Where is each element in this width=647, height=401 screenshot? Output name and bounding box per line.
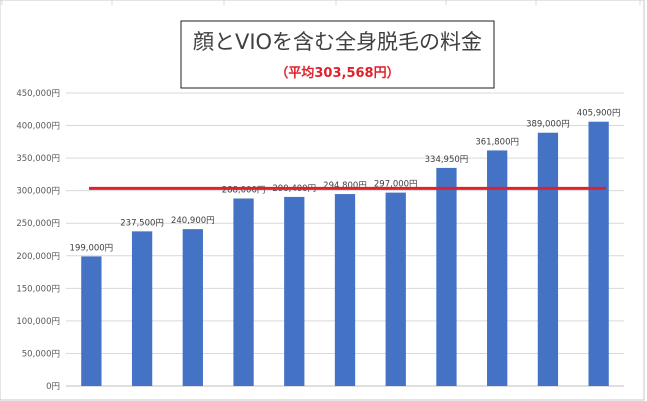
bar — [334, 194, 356, 386]
data-label: 405,900円 — [577, 109, 621, 119]
y-tick-label: 250,000円 — [16, 219, 60, 229]
data-label: 288,000円 — [222, 185, 266, 195]
bar — [131, 231, 153, 386]
bar — [284, 196, 305, 386]
y-tick-label: 0円 — [46, 382, 60, 392]
y-tick-label: 350,000円 — [16, 154, 60, 164]
y-tick-label: 300,000円 — [16, 187, 60, 197]
bar — [182, 229, 203, 386]
bar — [537, 132, 559, 386]
title-box — [180, 20, 495, 89]
bar — [81, 256, 102, 386]
bar — [233, 198, 254, 386]
y-tick-label: 450,000円 — [16, 89, 60, 99]
data-label: 294,800円 — [323, 181, 367, 191]
data-label: 361,800円 — [475, 137, 519, 147]
y-tick-label: 400,000円 — [16, 122, 60, 132]
data-label: 237,500円 — [120, 218, 164, 228]
bar — [487, 150, 508, 386]
y-tick-label: 150,000円 — [16, 284, 60, 294]
data-label: 297,000円 — [374, 180, 418, 190]
bar-series — [81, 121, 609, 387]
data-label: 240,900円 — [171, 216, 215, 226]
data-label: 389,000円 — [526, 120, 570, 130]
y-tick-label: 50,000円 — [22, 349, 60, 359]
bar — [385, 192, 406, 386]
data-label: 199,000円 — [70, 243, 114, 253]
bar — [588, 121, 609, 387]
y-tick-label: 100,000円 — [16, 317, 60, 327]
data-labels: 199,000円237,500円240,900円288,000円290,400円… — [70, 109, 621, 254]
spreadsheet-grid — [1, 0, 641, 5]
chart-subtitle: （平均303,568円） — [275, 65, 399, 81]
data-label: 334,950円 — [425, 155, 469, 165]
chart-title: 顔とVIOを含む全身脱毛の料金 — [193, 30, 482, 54]
bar — [436, 167, 457, 386]
y-axis-tick-labels: 0円 50,000円 100,000円 150,000円 200,000円 250,000… — [16, 89, 60, 392]
y-tick-label: 200,000円 — [16, 252, 60, 262]
